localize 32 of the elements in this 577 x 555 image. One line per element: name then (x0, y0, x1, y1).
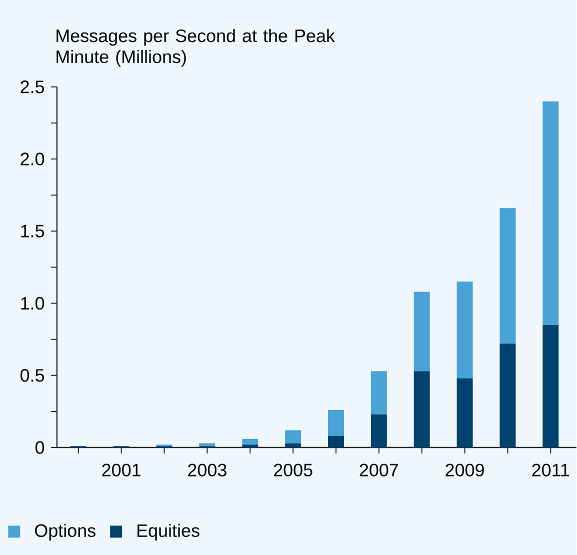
y-tick-label: 1.5 (21, 224, 44, 238)
bar (370, 370, 387, 414)
bar (242, 444, 258, 448)
y-tick-label: 0.5 (20, 368, 44, 382)
x-tick-label: 2005 (274, 464, 312, 476)
x-tick-label: 2011 (532, 464, 570, 476)
bar (414, 292, 430, 371)
y-tick-label: 0 (35, 440, 44, 454)
y-axis-title: Messages per Second at the Peak Minute (Millions) (56, 28, 335, 67)
bar (199, 442, 216, 446)
x-tick-label: 2007 (360, 464, 398, 476)
bar (242, 438, 258, 444)
y-tick-label: 2.5 (20, 80, 44, 94)
bar (500, 208, 516, 344)
bar (456, 281, 473, 378)
bar (500, 343, 516, 448)
bar (285, 430, 302, 443)
y-tick-label: 2.0 (20, 152, 44, 166)
x-tick-label: 2001 (102, 464, 140, 476)
legend-label: Options (35, 524, 96, 540)
bar (542, 101, 559, 325)
x-tick-label: 2009 (446, 464, 484, 476)
bar (285, 442, 302, 448)
legend-label: Equities (138, 524, 200, 540)
x-tick-label: 2003 (188, 464, 226, 476)
bar (456, 378, 473, 448)
bar (328, 410, 344, 436)
y-tick-label: 1.0 (21, 296, 44, 310)
bar (414, 370, 430, 448)
bar (542, 324, 559, 448)
bar (328, 436, 344, 448)
bar (370, 414, 387, 448)
